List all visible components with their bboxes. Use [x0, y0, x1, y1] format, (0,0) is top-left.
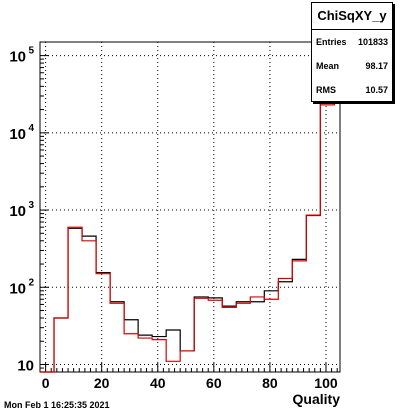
- x-tick-label: 0: [42, 375, 50, 391]
- x-tick-label: 80: [262, 375, 278, 391]
- stats-row-rms: RMS 10.57: [312, 78, 392, 102]
- y-tick-label: 10: [9, 280, 26, 297]
- stats-box: ChiSqXY_y Entries 101833 Mean 98.17 RMS …: [311, 2, 393, 102]
- y-tick-exponent: 2: [28, 277, 34, 288]
- stats-rms-label: RMS: [316, 85, 336, 95]
- x-tick-label: 100: [314, 375, 338, 391]
- stats-mean-value: 98.17: [365, 61, 388, 71]
- stats-entries-value: 101833: [357, 37, 388, 47]
- stats-row-mean: Mean 98.17: [312, 54, 392, 78]
- y-tick-label: 10: [9, 203, 26, 220]
- x-tick-label: 60: [206, 375, 222, 391]
- y-tick-label: 10: [9, 49, 26, 66]
- x-tick-label: 40: [150, 375, 166, 391]
- x-tick-label: 20: [94, 375, 110, 391]
- y-tick-label: 10: [17, 358, 34, 375]
- timestamp: Mon Feb 1 16:25:35 2021: [4, 400, 110, 410]
- stats-row-entries: Entries 101833: [312, 30, 392, 54]
- plot-frame: [39, 41, 341, 373]
- stats-entries-label: Entries: [316, 37, 347, 47]
- y-tick-label: 10: [9, 126, 26, 143]
- y-tick-exponent: 3: [28, 200, 34, 211]
- stats-rms-value: 10.57: [365, 85, 388, 95]
- series-red-histogram: [40, 67, 335, 373]
- stats-mean-label: Mean: [316, 61, 340, 71]
- y-tick-exponent: 5: [28, 46, 34, 57]
- x-axis-label: Quality: [292, 391, 340, 407]
- y-tick-exponent: 4: [28, 123, 34, 134]
- stats-title: ChiSqXY_y: [312, 3, 392, 30]
